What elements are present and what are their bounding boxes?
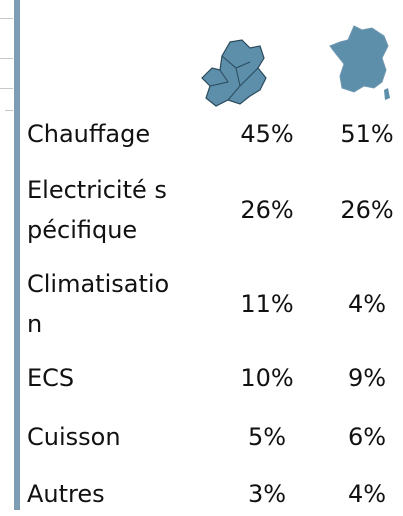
cell-value: 4% <box>347 480 387 508</box>
row-label: ECS <box>27 364 75 392</box>
row-label: Cuisson <box>27 423 121 451</box>
fragment-line <box>0 88 13 89</box>
table-row: Chauffage 45% 51% <box>27 112 403 156</box>
cell-value: 6% <box>347 423 387 451</box>
cell-value: 4% <box>347 290 387 318</box>
fragment-line <box>5 110 13 111</box>
cell-value: 45% <box>240 120 294 148</box>
cell-value: 51% <box>340 120 394 148</box>
cell-value: 26% <box>240 196 294 224</box>
row-label: Climatisation <box>27 270 170 338</box>
row-label: Autres <box>27 480 105 508</box>
table-row: Electricité spécifique 26% 26% <box>27 168 403 252</box>
cell-value: 9% <box>347 364 387 392</box>
table-row: ECS 10% 9% <box>27 352 403 404</box>
table-row: Climatisation 11% 4% <box>27 262 403 346</box>
table-row: Cuisson 5% 6% <box>27 412 403 462</box>
cell-value: 26% <box>340 196 394 224</box>
side-bar <box>14 0 20 510</box>
france-map-icon <box>329 25 390 100</box>
row-label: Electricité spécifique <box>27 176 167 244</box>
fragment-line <box>0 18 13 19</box>
cell-value: 5% <box>247 423 287 451</box>
region-map-icon <box>201 39 267 107</box>
fragment-line <box>0 58 13 59</box>
row-label: Chauffage <box>27 120 151 148</box>
cell-value: 3% <box>247 480 287 508</box>
cell-value: 11% <box>240 290 294 318</box>
cell-value: 10% <box>240 364 294 392</box>
table-row: Autres 3% 4% <box>27 472 403 516</box>
